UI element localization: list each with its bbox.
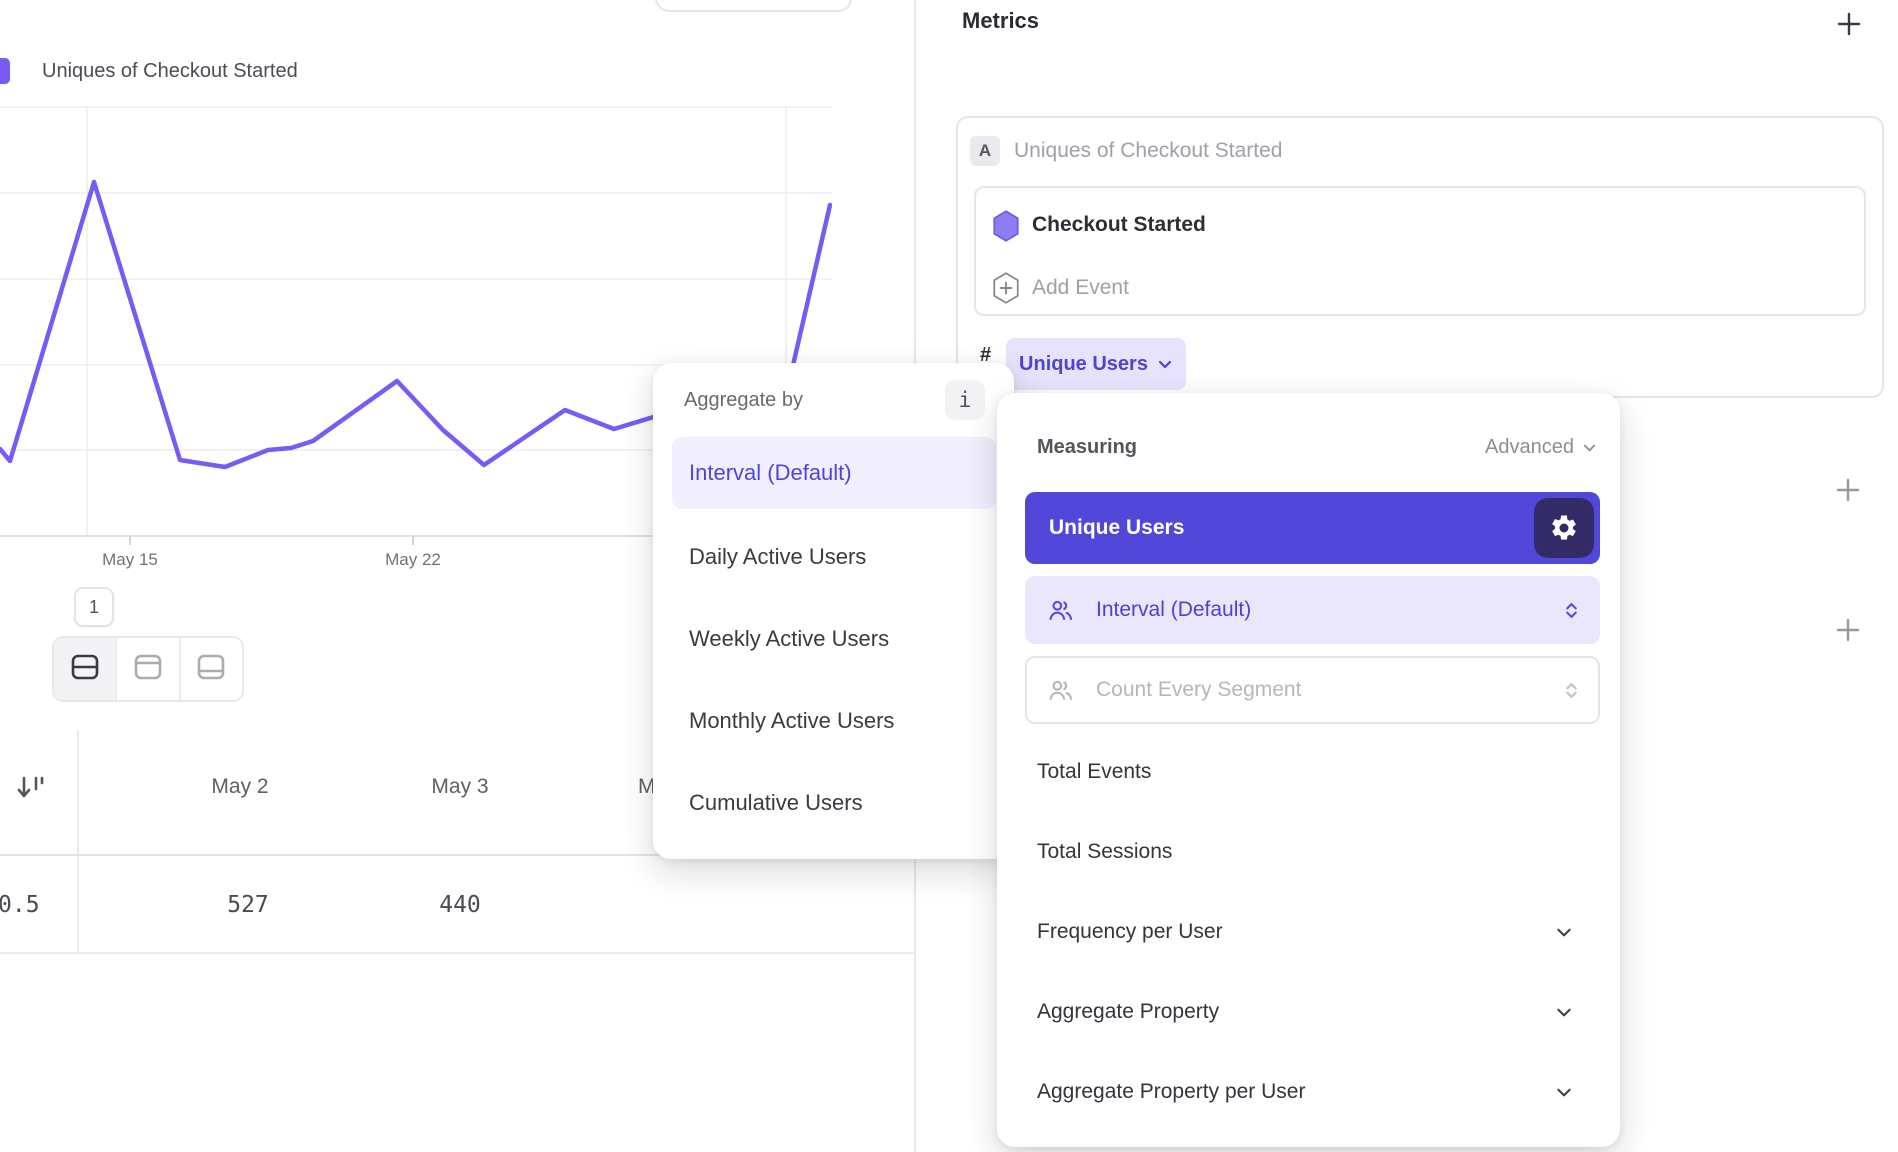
measure-prefix: # xyxy=(980,344,992,366)
users-icon xyxy=(1047,597,1074,624)
event-box xyxy=(974,186,1866,316)
menu-item-monthly-active-users[interactable]: Monthly Active Users xyxy=(672,691,996,751)
menu-item-label: Cumulative Users xyxy=(689,790,863,815)
measuring-title: Measuring xyxy=(1037,436,1138,458)
sort-icon[interactable] xyxy=(14,770,48,809)
measuring-item-aggregate-property[interactable]: Aggregate Property xyxy=(1037,988,1597,1036)
metric-badge-letter: A xyxy=(978,141,992,160)
table-cell: 440 xyxy=(439,892,481,918)
measuring-item-interval[interactable]: Interval (Default) xyxy=(1025,576,1600,644)
metrics-panel-title: Metrics xyxy=(962,8,1040,33)
legend-swatch xyxy=(0,58,10,84)
menu-item-label: Interval (Default) xyxy=(689,460,852,485)
menu-item-label: Weekly Active Users xyxy=(689,626,890,651)
menu-item-label: Monthly Active Users xyxy=(689,708,895,733)
chevron-down-icon xyxy=(1157,356,1173,372)
page-number: 1 xyxy=(88,596,99,617)
measuring-item-total-events[interactable]: Total Events xyxy=(1037,748,1597,796)
table-header-may3[interactable]: May 3 xyxy=(431,775,489,798)
info-icon[interactable]: i xyxy=(945,380,985,420)
advanced-label: Advanced xyxy=(1485,436,1574,458)
hexagon-plus-icon xyxy=(992,272,1020,309)
metric-badge: A xyxy=(970,136,1000,166)
measuring-item-label: Aggregate Property per User xyxy=(1037,1080,1306,1103)
aggregate-by-title: Aggregate by xyxy=(684,389,803,411)
page-number-button[interactable]: 1 xyxy=(74,587,114,627)
measuring-item-frequency-per-user[interactable]: Frequency per User xyxy=(1037,908,1597,956)
metric-card-title[interactable]: Uniques of Checkout Started xyxy=(1014,139,1283,162)
menu-item-daily-active-users[interactable]: Daily Active Users xyxy=(672,527,996,587)
measuring-item-label: Aggregate Property xyxy=(1037,1000,1220,1023)
advanced-toggle[interactable]: Advanced xyxy=(1437,436,1597,459)
hexagon-icon xyxy=(992,210,1020,247)
table-cell: 527 xyxy=(227,892,269,918)
table-header-may2[interactable]: May 2 xyxy=(211,775,269,798)
menu-item-cumulative-users[interactable]: Cumulative Users xyxy=(672,773,996,833)
measuring-item-label: Total Events xyxy=(1037,760,1152,783)
top-panel-view-icon xyxy=(132,651,164,688)
measuring-item-label: Interval (Default) xyxy=(1096,598,1252,621)
menu-item-label: Daily Active Users xyxy=(689,544,867,569)
menu-item-weekly-active-users[interactable]: Weekly Active Users xyxy=(672,609,996,669)
measure-chip-label: Unique Users xyxy=(1019,352,1148,375)
gear-icon[interactable] xyxy=(1534,498,1594,558)
chevron-updown-icon xyxy=(1563,601,1580,620)
measuring-item-total-sessions[interactable]: Total Sessions xyxy=(1037,828,1597,876)
event-name[interactable]: Checkout Started xyxy=(1032,213,1206,236)
measuring-item-label: Unique Users xyxy=(1049,516,1185,539)
chevron-down-icon xyxy=(1555,923,1573,941)
layout-switcher xyxy=(52,636,244,702)
add-filter-button[interactable] xyxy=(1835,477,1861,508)
chevron-down-icon xyxy=(1555,1083,1573,1101)
measuring-item-label: Count Every Segment xyxy=(1096,678,1302,701)
bottom-panel-view-icon xyxy=(195,651,227,688)
toolbar-pill[interactable] xyxy=(655,0,852,12)
table-column-divider xyxy=(77,730,79,953)
bottom-panel-view-button[interactable] xyxy=(180,638,242,700)
top-panel-view-button[interactable] xyxy=(117,638,181,700)
measuring-item-unique-users[interactable]: Unique Users xyxy=(1025,492,1600,564)
split-view-icon xyxy=(69,651,101,688)
add-metric-button[interactable] xyxy=(1835,10,1863,43)
split-view-button[interactable] xyxy=(54,638,118,700)
table-row-label: 0.5 xyxy=(0,892,40,918)
x-axis-label: May 15 xyxy=(102,550,158,569)
menu-item-interval-default[interactable]: Interval (Default) xyxy=(672,437,996,509)
table-row-border xyxy=(0,952,915,954)
measuring-item-label: Frequency per User xyxy=(1037,920,1223,943)
legend-label: Uniques of Checkout Started xyxy=(42,60,298,82)
measure-chip[interactable]: Unique Users xyxy=(1006,338,1186,390)
add-breakdown-button[interactable] xyxy=(1835,617,1861,648)
add-event-button[interactable]: Add Event xyxy=(1032,276,1129,299)
chevron-updown-icon xyxy=(1563,681,1580,700)
chevron-down-icon xyxy=(1582,440,1597,455)
users-icon xyxy=(1047,677,1074,704)
measuring-item-count-every-segment[interactable]: Count Every Segment xyxy=(1025,656,1600,724)
measuring-item-aggregate-property-per-user[interactable]: Aggregate Property per User xyxy=(1037,1068,1597,1116)
measuring-item-label: Total Sessions xyxy=(1037,840,1173,863)
chevron-down-icon xyxy=(1555,1003,1573,1021)
x-axis-label: May 22 xyxy=(385,550,441,569)
table-header-border xyxy=(0,854,915,856)
